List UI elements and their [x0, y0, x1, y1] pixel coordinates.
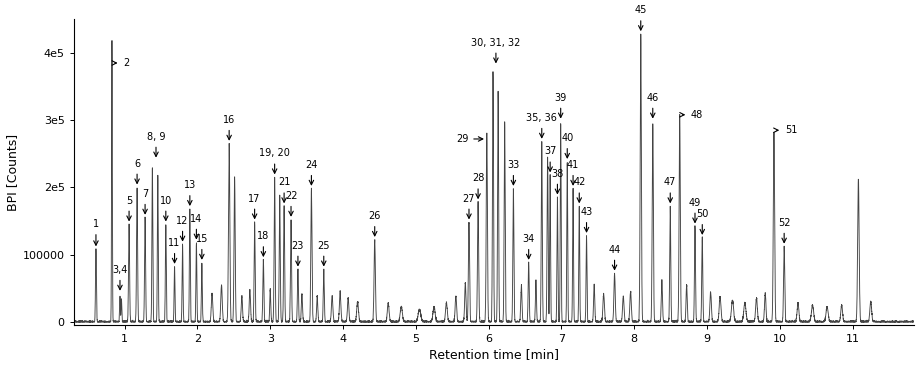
Text: 2: 2: [112, 58, 130, 68]
Text: 38: 38: [550, 169, 563, 193]
Text: 25: 25: [317, 241, 330, 265]
Text: 7: 7: [142, 189, 148, 214]
Text: 49: 49: [688, 197, 700, 222]
Text: 46: 46: [646, 92, 658, 117]
Text: 28: 28: [471, 173, 483, 198]
Text: 39: 39: [554, 92, 566, 117]
X-axis label: Retention time [min]: Retention time [min]: [428, 348, 559, 361]
Text: 21: 21: [278, 177, 290, 202]
Text: 30, 31, 32: 30, 31, 32: [471, 37, 520, 62]
Text: 12: 12: [176, 216, 188, 240]
Text: 5: 5: [126, 196, 132, 220]
Text: 44: 44: [607, 245, 620, 269]
Text: 51: 51: [773, 125, 797, 135]
Text: 8, 9: 8, 9: [147, 132, 165, 156]
Text: 15: 15: [196, 234, 208, 259]
Text: 10: 10: [160, 196, 172, 220]
Text: 23: 23: [291, 241, 304, 265]
Text: 6: 6: [134, 159, 140, 184]
Text: 41: 41: [566, 160, 579, 185]
Text: 18: 18: [257, 231, 269, 256]
Text: 43: 43: [580, 207, 592, 232]
Text: 13: 13: [184, 180, 196, 205]
Text: 48: 48: [679, 110, 702, 120]
Text: 27: 27: [462, 193, 475, 218]
Text: 17: 17: [248, 193, 260, 218]
Text: 19, 20: 19, 20: [259, 149, 289, 173]
Text: 45: 45: [634, 5, 646, 30]
Text: 33: 33: [506, 160, 519, 185]
Text: 42: 42: [573, 177, 584, 202]
Y-axis label: BPI [Counts]: BPI [Counts]: [6, 134, 18, 211]
Text: 35, 36: 35, 36: [526, 113, 557, 138]
Text: 22: 22: [285, 191, 297, 216]
Text: 40: 40: [561, 133, 573, 158]
Text: 14: 14: [190, 214, 202, 239]
Text: 50: 50: [696, 209, 708, 234]
Text: 11: 11: [168, 238, 180, 263]
Text: 1: 1: [93, 219, 99, 245]
Text: 47: 47: [664, 177, 675, 202]
Text: 26: 26: [369, 211, 380, 236]
Text: 29: 29: [456, 134, 482, 144]
Text: 34: 34: [522, 234, 534, 259]
Text: 52: 52: [777, 218, 789, 243]
Text: 3,4: 3,4: [112, 265, 128, 290]
Text: 37: 37: [543, 146, 556, 171]
Text: 24: 24: [305, 160, 317, 185]
Text: 16: 16: [222, 115, 235, 140]
